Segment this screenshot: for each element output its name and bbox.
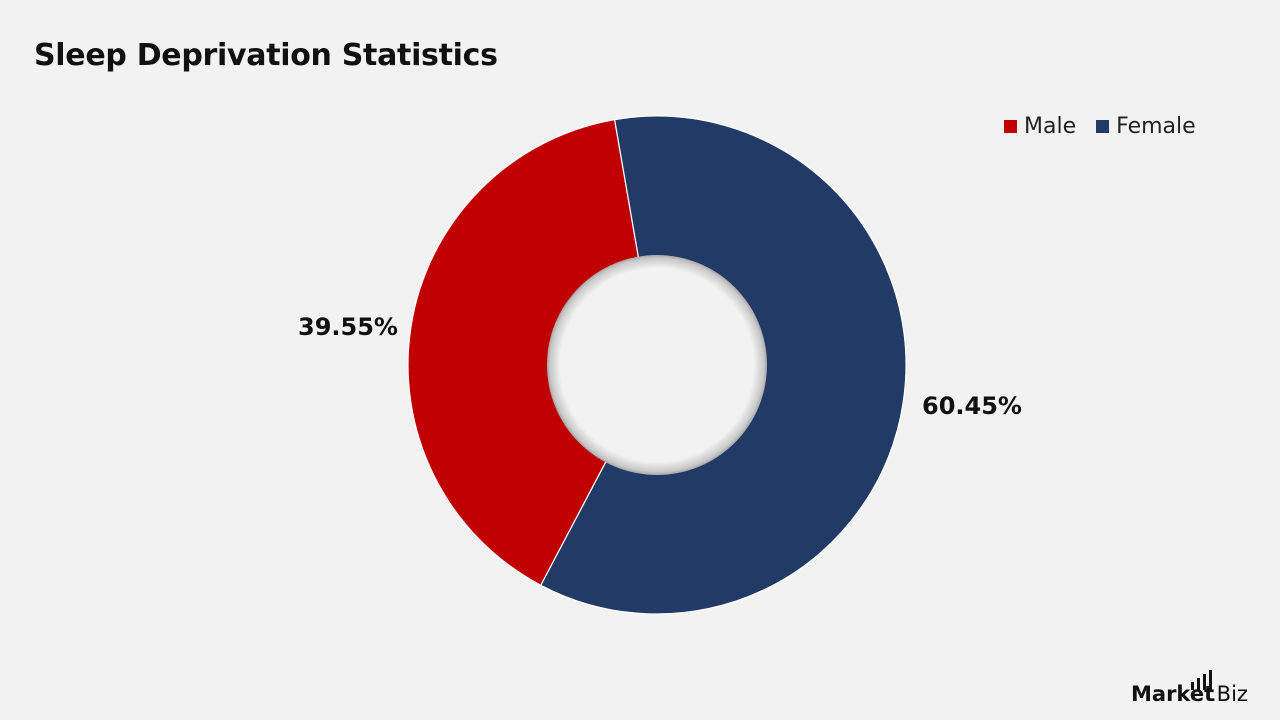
data-label-male: 39.55% — [298, 313, 398, 341]
legend-label-female: Female — [1116, 114, 1196, 139]
data-label-female: 60.45% — [922, 392, 1022, 420]
donut-slice-male — [407, 118, 658, 587]
chart-title: Sleep Deprivation Statistics — [34, 38, 498, 73]
legend-item-female: Female — [1096, 114, 1196, 139]
svg-text:Market: Market — [1131, 682, 1214, 706]
marketbiz-logo: Market .Biz — [1131, 670, 1248, 706]
legend-swatch-female — [1096, 120, 1110, 133]
donut-hole — [547, 255, 767, 475]
svg-text:.Biz: .Biz — [1210, 682, 1248, 706]
legend-item-male: Male — [1004, 114, 1076, 139]
legend-label-male: Male — [1024, 114, 1077, 139]
legend-swatch-male — [1004, 120, 1017, 133]
chart-legend: Male Female — [1004, 114, 1216, 139]
